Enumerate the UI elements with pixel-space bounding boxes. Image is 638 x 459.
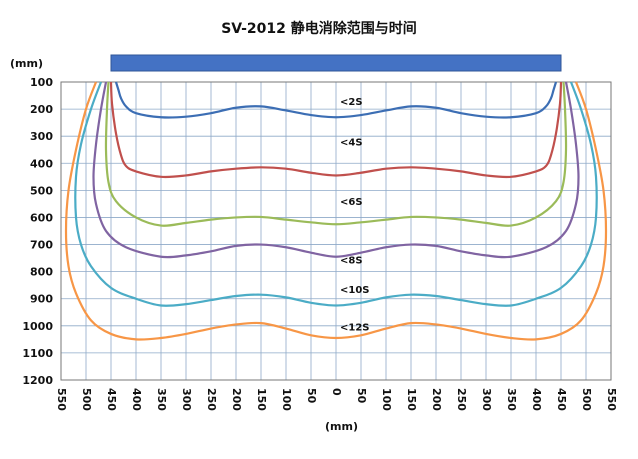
y-tick-label: 900 bbox=[30, 293, 53, 306]
y-tick-label: 100 bbox=[30, 76, 53, 89]
series-line bbox=[104, 81, 568, 227]
x-tick-label: 100 bbox=[280, 388, 293, 411]
x-tick-label: 350 bbox=[155, 388, 168, 411]
x-tick-label: 550 bbox=[55, 388, 68, 411]
y-tick-label: 800 bbox=[30, 266, 53, 279]
series-line bbox=[74, 81, 598, 307]
y-tick-label: 1200 bbox=[22, 374, 53, 387]
x-axis-unit-label: (mm) bbox=[325, 420, 358, 433]
x-tick-label: 50 bbox=[305, 388, 318, 404]
series-label: <12S bbox=[340, 323, 370, 334]
series-line bbox=[114, 81, 558, 119]
x-tick-label: 50 bbox=[355, 388, 368, 404]
x-tick-label: 350 bbox=[505, 388, 518, 411]
x-tick-label: 200 bbox=[230, 388, 243, 411]
series-label: <6S bbox=[340, 197, 363, 208]
y-tick-label: 500 bbox=[30, 184, 53, 197]
y-tick-label: 700 bbox=[30, 239, 53, 252]
series-label: <2S bbox=[340, 97, 363, 108]
x-tick-label: 400 bbox=[130, 388, 143, 411]
y-tick-label: 1000 bbox=[22, 320, 53, 333]
device-bar bbox=[110, 54, 562, 72]
x-tick-label: 250 bbox=[455, 388, 468, 411]
y-tick-label: 300 bbox=[30, 130, 53, 143]
y-tick-label: 1100 bbox=[22, 347, 53, 360]
x-tick-label: 250 bbox=[205, 388, 218, 411]
x-tick-label: 500 bbox=[580, 388, 593, 411]
x-tick-label: 550 bbox=[605, 388, 618, 411]
x-tick-label: 150 bbox=[255, 388, 268, 411]
x-tick-label: 450 bbox=[555, 388, 568, 411]
series-label: <10S bbox=[340, 285, 370, 296]
chart-title: SV-2012 静电消除范围与时间 bbox=[221, 21, 417, 37]
plot-frame bbox=[60, 81, 612, 381]
x-tick-label: 0 bbox=[330, 388, 343, 396]
y-axis-unit-label: (mm) bbox=[10, 57, 43, 70]
x-tick-label: 450 bbox=[105, 388, 118, 411]
x-tick-label: 100 bbox=[380, 388, 393, 411]
x-tick-label: 400 bbox=[530, 388, 543, 411]
y-tick-label: 200 bbox=[30, 103, 53, 116]
series-label: <8S bbox=[340, 255, 363, 266]
series-label: <4S bbox=[340, 138, 363, 149]
x-tick-label: 200 bbox=[430, 388, 443, 411]
y-tick-label: 600 bbox=[30, 211, 53, 224]
series-line bbox=[64, 81, 608, 341]
x-tick-label: 300 bbox=[480, 388, 493, 411]
x-tick-label: 150 bbox=[405, 388, 418, 411]
series-line bbox=[109, 81, 563, 179]
y-tick-label: 400 bbox=[30, 157, 53, 170]
x-tick-label: 500 bbox=[80, 388, 93, 411]
x-tick-label: 300 bbox=[180, 388, 193, 411]
series-line bbox=[92, 81, 580, 259]
